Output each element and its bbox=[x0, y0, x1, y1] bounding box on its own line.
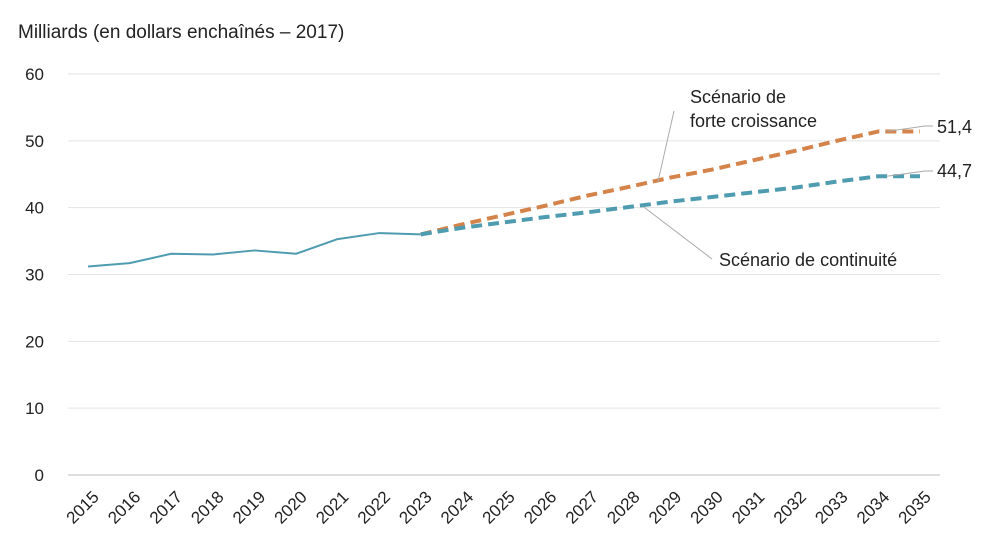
x-tick-label: 2034 bbox=[853, 487, 893, 527]
y-tick-labels: 0 10 20 30 40 50 60 bbox=[25, 65, 44, 485]
end-value-continuite: 44,7 bbox=[937, 161, 972, 181]
series-lines bbox=[87, 129, 920, 268]
leader-line-end-continuite bbox=[886, 170, 933, 177]
y-axis-title: Milliards (en dollars enchaînés – 2017) bbox=[18, 22, 345, 43]
y-tick-label: 60 bbox=[25, 65, 44, 84]
x-tick-label: 2021 bbox=[312, 487, 352, 527]
y-tick-label: 0 bbox=[35, 466, 44, 485]
y-tick-label: 40 bbox=[25, 199, 44, 218]
x-tick-label: 2028 bbox=[603, 487, 643, 527]
end-value-forte: 51,4 bbox=[937, 117, 972, 137]
y-tick-label: 20 bbox=[25, 332, 44, 351]
x-tick-label: 2033 bbox=[811, 487, 851, 527]
x-tick-label: 2022 bbox=[354, 487, 394, 527]
x-tick-label: 2027 bbox=[562, 487, 602, 527]
x-tick-labels: 2015 2016 2017 2018 2019 2020 2021 2022 2023 2024… bbox=[63, 487, 935, 527]
y-tick-label: 30 bbox=[25, 266, 44, 285]
leader-line-forte bbox=[657, 110, 675, 183]
label-forte-line1: Scénario de bbox=[690, 87, 786, 107]
x-tick-label: 2031 bbox=[728, 487, 768, 527]
x-tick-label: 2023 bbox=[395, 487, 435, 527]
series-line-historique bbox=[87, 232, 421, 268]
y-tick-label: 50 bbox=[25, 132, 44, 151]
gridlines bbox=[68, 73, 940, 476]
series-line-forte bbox=[420, 129, 920, 237]
x-tick-label: 2030 bbox=[687, 487, 727, 527]
x-tick-label: 2035 bbox=[895, 487, 935, 527]
leader-line-continuite bbox=[642, 206, 713, 260]
x-tick-label: 2015 bbox=[63, 487, 103, 527]
leader-line-end-forte bbox=[886, 125, 933, 132]
y-tick-label: 10 bbox=[25, 399, 44, 418]
x-tick-label: 2025 bbox=[479, 487, 519, 527]
x-tick-label: 2017 bbox=[146, 487, 186, 527]
x-tick-label: 2020 bbox=[271, 487, 311, 527]
x-tick-label: 2032 bbox=[770, 487, 810, 527]
x-tick-label: 2026 bbox=[520, 487, 560, 527]
x-tick-label: 2024 bbox=[437, 487, 477, 527]
annotations: Scénario de forte croissance Scénario de… bbox=[642, 87, 972, 270]
x-tick-label: 2029 bbox=[645, 487, 685, 527]
label-forte-line2: forte croissance bbox=[690, 111, 817, 131]
x-tick-label: 2018 bbox=[187, 487, 227, 527]
x-tick-label: 2019 bbox=[229, 487, 269, 527]
x-tick-label: 2016 bbox=[104, 487, 144, 527]
series-line-continuite bbox=[420, 174, 920, 237]
label-continuite: Scénario de continuité bbox=[719, 250, 897, 270]
